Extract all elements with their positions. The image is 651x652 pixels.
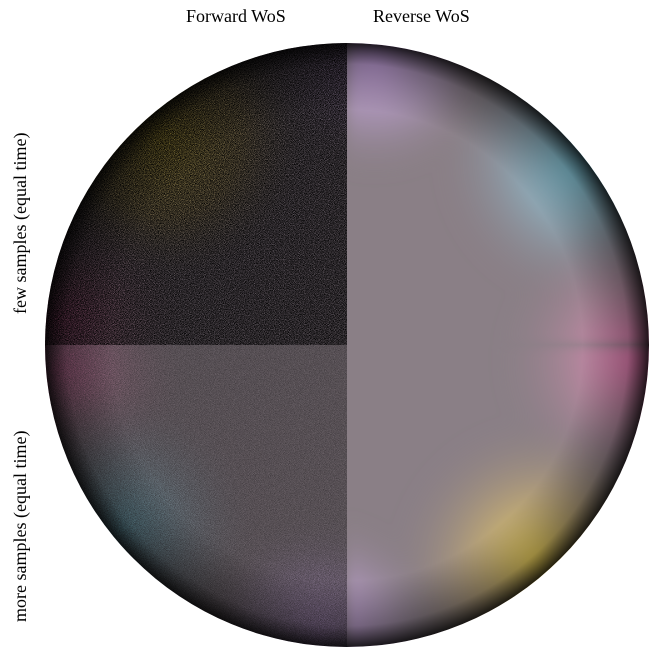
disk-solution — [45, 43, 649, 647]
column-label-forward-wos: Forward WoS — [186, 6, 286, 26]
column-label-reverse-wos: Reverse WoS — [373, 6, 470, 26]
rim-shading — [45, 43, 649, 647]
